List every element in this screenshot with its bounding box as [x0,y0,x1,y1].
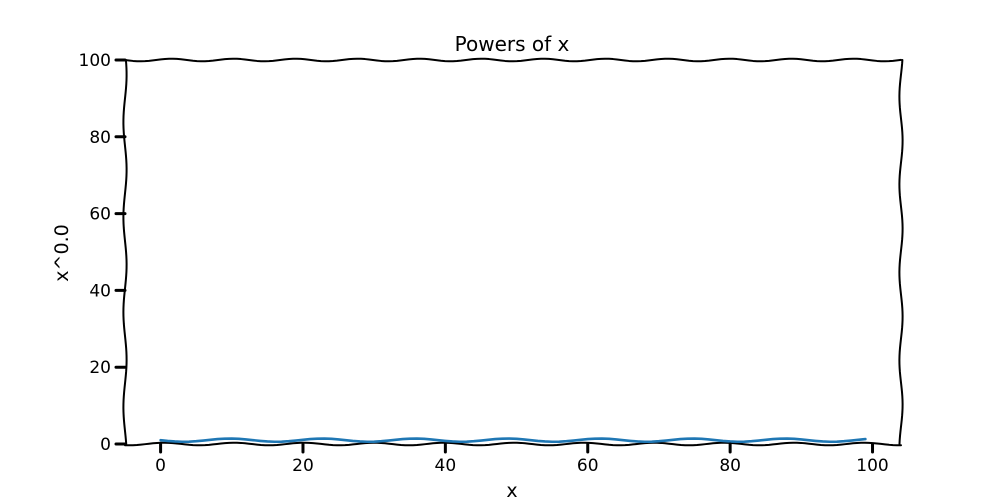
x-tick-label: 40 [435,456,457,476]
y-axis-ticks: 0 20 40 60 80 100 [79,51,127,455]
y-tick-label: 80 [89,128,111,148]
y-tick-label: 40 [89,281,111,301]
x-tick-label: 20 [292,456,314,476]
x-tick-label: 80 [719,456,741,476]
x-axis-label: x [506,480,517,500]
x-axis-ticks: 0 20 40 60 80 100 [155,442,889,476]
chart-title: Powers of x [455,32,570,56]
x-tick-label: 100 [856,456,888,476]
x-tick-label: 0 [155,456,166,476]
bottom-spine [124,441,902,447]
left-spine [122,59,128,445]
y-tick-label: 0 [100,435,111,455]
y-tick-label: 20 [89,358,111,378]
right-spine [898,59,904,445]
y-axis-label: x^0.0 [51,224,73,281]
top-spine [124,57,902,63]
series-layer [159,437,867,444]
y-tick-label: 60 [89,205,111,225]
y-tick-label: 100 [79,51,111,71]
x-tick-label: 60 [577,456,599,476]
series-line-0 [159,437,867,444]
plot-frame [122,57,904,447]
